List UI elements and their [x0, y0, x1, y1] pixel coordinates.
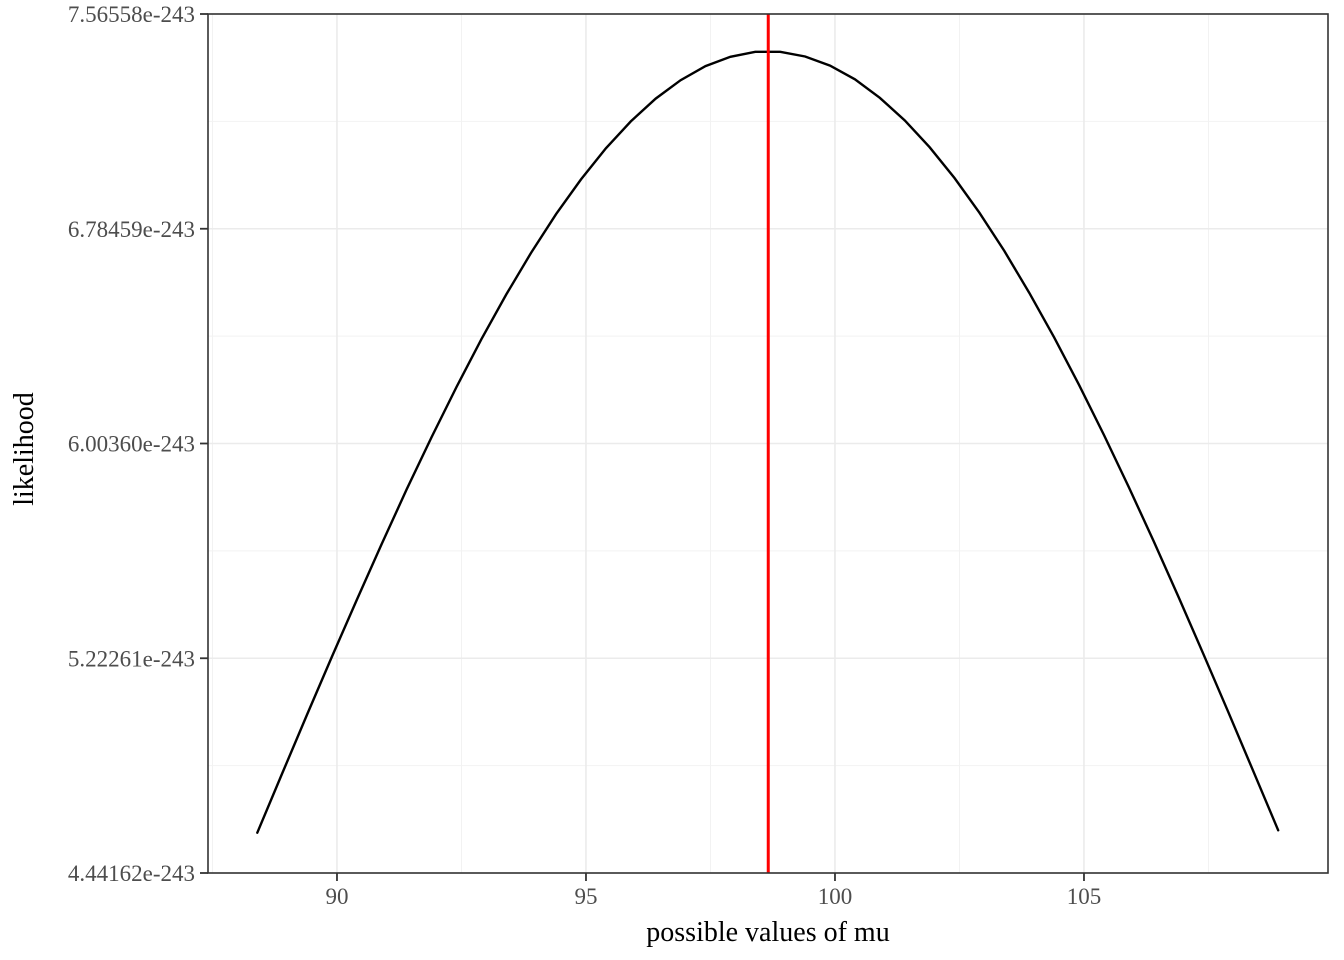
y-axis-tick-labels: 4.44162e-243 5.22261e-243 6.00360e-243 6…: [68, 2, 195, 886]
x-axis-title: possible values of mu: [646, 917, 889, 948]
y-tick-label: 7.56558e-243: [68, 2, 195, 27]
y-tick-label: 4.44162e-243: [68, 861, 195, 886]
x-tick-label: 100: [818, 884, 853, 909]
y-tick-label: 5.22261e-243: [68, 646, 195, 671]
x-tick-label: 105: [1067, 884, 1102, 909]
y-tick-label: 6.78459e-243: [68, 217, 195, 242]
x-tick-label: 95: [574, 884, 597, 909]
y-tick-label: 6.00360e-243: [68, 432, 195, 457]
axis-tick-marks: [200, 13, 1085, 881]
x-axis-tick-labels: 90 95 100 105: [325, 884, 1101, 909]
y-axis-title: likelihood: [9, 392, 40, 506]
x-tick-label: 90: [325, 884, 348, 909]
